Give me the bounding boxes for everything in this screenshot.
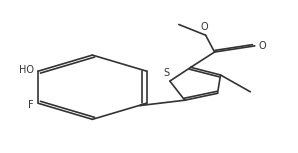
Text: F: F: [28, 100, 34, 110]
Text: O: O: [259, 41, 267, 51]
Text: HO: HO: [19, 65, 34, 75]
Text: O: O: [200, 22, 208, 32]
Text: S: S: [164, 68, 170, 78]
